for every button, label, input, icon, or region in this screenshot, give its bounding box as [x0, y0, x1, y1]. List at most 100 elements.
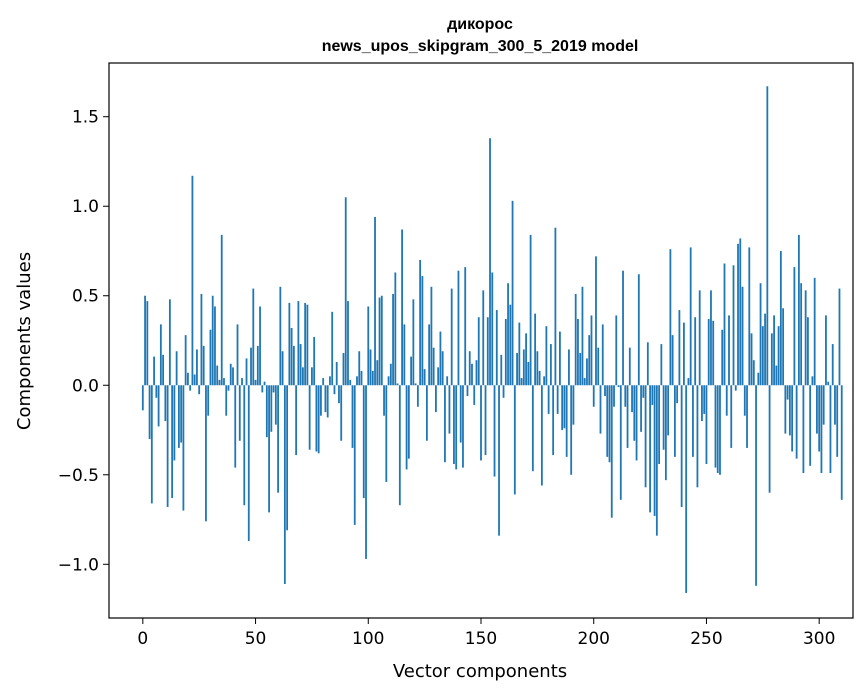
bar-306 — [831, 344, 834, 386]
bar-77 — [315, 385, 318, 452]
bar-263 — [734, 385, 737, 391]
bar-113 — [396, 383, 399, 386]
bar-103 — [374, 216, 376, 386]
bar-237 — [676, 385, 679, 404]
bar-248 — [701, 385, 703, 422]
bar-118 — [407, 385, 410, 459]
bar-152 — [484, 385, 487, 456]
bar-258 — [723, 263, 726, 386]
bar-47 — [247, 385, 250, 542]
bar-143 — [464, 267, 467, 386]
bar-7 — [157, 385, 160, 427]
bar-38 — [227, 385, 230, 391]
bar-294 — [804, 290, 807, 386]
bar-184 — [556, 385, 559, 414]
bar-300 — [818, 385, 821, 452]
bar-255 — [716, 385, 719, 473]
bar-254 — [714, 385, 717, 468]
bar-299 — [816, 385, 818, 434]
bar-16 — [177, 385, 180, 448]
bar-53 — [261, 385, 264, 393]
bar-14 — [173, 385, 176, 461]
bar-207 — [608, 385, 611, 463]
bar-119 — [410, 356, 413, 386]
bar-291 — [797, 234, 800, 386]
bar-11 — [166, 385, 169, 507]
bar-163 — [509, 304, 512, 386]
bar-6 — [155, 385, 158, 398]
x-tick-label: 100 — [352, 629, 384, 649]
bar-238 — [678, 310, 681, 386]
bar-138 — [453, 385, 455, 465]
bar-267 — [743, 385, 746, 416]
bar-153 — [486, 317, 489, 386]
bar-272 — [755, 385, 757, 586]
bar-52 — [259, 306, 261, 386]
bar-92 — [349, 379, 352, 386]
bar-219 — [635, 385, 638, 461]
bar-106 — [380, 295, 383, 386]
bar-224 — [646, 342, 649, 386]
bar-241 — [685, 385, 688, 593]
bar-94 — [353, 385, 356, 525]
bar-220 — [637, 274, 640, 386]
bar-289 — [793, 267, 796, 386]
bar-265 — [739, 238, 742, 386]
bar-10 — [164, 385, 167, 422]
bar-298 — [813, 277, 816, 386]
bar-1 — [144, 295, 146, 386]
bar-157 — [495, 310, 498, 386]
bar-60 — [277, 385, 279, 493]
bar-200 — [592, 385, 595, 407]
bar-228 — [655, 385, 658, 536]
bar-90 — [344, 197, 347, 386]
bar-70 — [299, 344, 302, 386]
bar-31 — [211, 295, 214, 386]
bar-158 — [498, 385, 500, 536]
bar-136 — [448, 385, 451, 434]
bar-212 — [619, 385, 622, 500]
bar-249 — [703, 385, 706, 414]
bar-155 — [491, 272, 494, 386]
bar-307 — [834, 385, 836, 425]
bar-234 — [669, 249, 672, 386]
bar-183 — [554, 227, 557, 386]
bar-246 — [696, 385, 699, 488]
bar-115 — [401, 229, 403, 386]
bar-83 — [329, 376, 331, 386]
bar-8 — [159, 324, 162, 386]
bar-214 — [624, 385, 627, 407]
bar-270 — [750, 333, 753, 386]
bar-203 — [599, 385, 602, 434]
bar-261 — [730, 385, 733, 448]
bar-61 — [279, 286, 282, 386]
bar-100 — [367, 306, 370, 386]
bar-55 — [265, 385, 268, 438]
bar-135 — [446, 376, 449, 386]
bar-204 — [601, 324, 604, 386]
bar-129 — [432, 347, 435, 386]
bar-188 — [565, 385, 568, 457]
bar-169 — [522, 349, 525, 386]
bar-124 — [421, 276, 424, 386]
bar-171 — [527, 361, 530, 386]
bar-305 — [829, 385, 832, 473]
bar-301 — [820, 385, 823, 473]
bar-253 — [712, 320, 715, 386]
bar-74 — [308, 385, 311, 450]
bar-63 — [283, 385, 286, 584]
bar-96 — [358, 351, 361, 386]
bar-101 — [369, 349, 372, 386]
chart-title-line2: news_upos_skipgram_300_5_2019 model — [322, 38, 639, 55]
bar-111 — [392, 293, 394, 386]
bar-150 — [480, 385, 482, 461]
x-axis-label: Vector components — [393, 661, 567, 682]
bar-284 — [782, 308, 785, 386]
bar-142 — [462, 385, 464, 468]
bar-102 — [371, 370, 374, 386]
bar-168 — [520, 378, 523, 386]
bar-210 — [615, 315, 618, 386]
bar-99 — [365, 385, 367, 559]
x-tick-label: 250 — [690, 629, 722, 649]
bar-215 — [626, 385, 629, 448]
